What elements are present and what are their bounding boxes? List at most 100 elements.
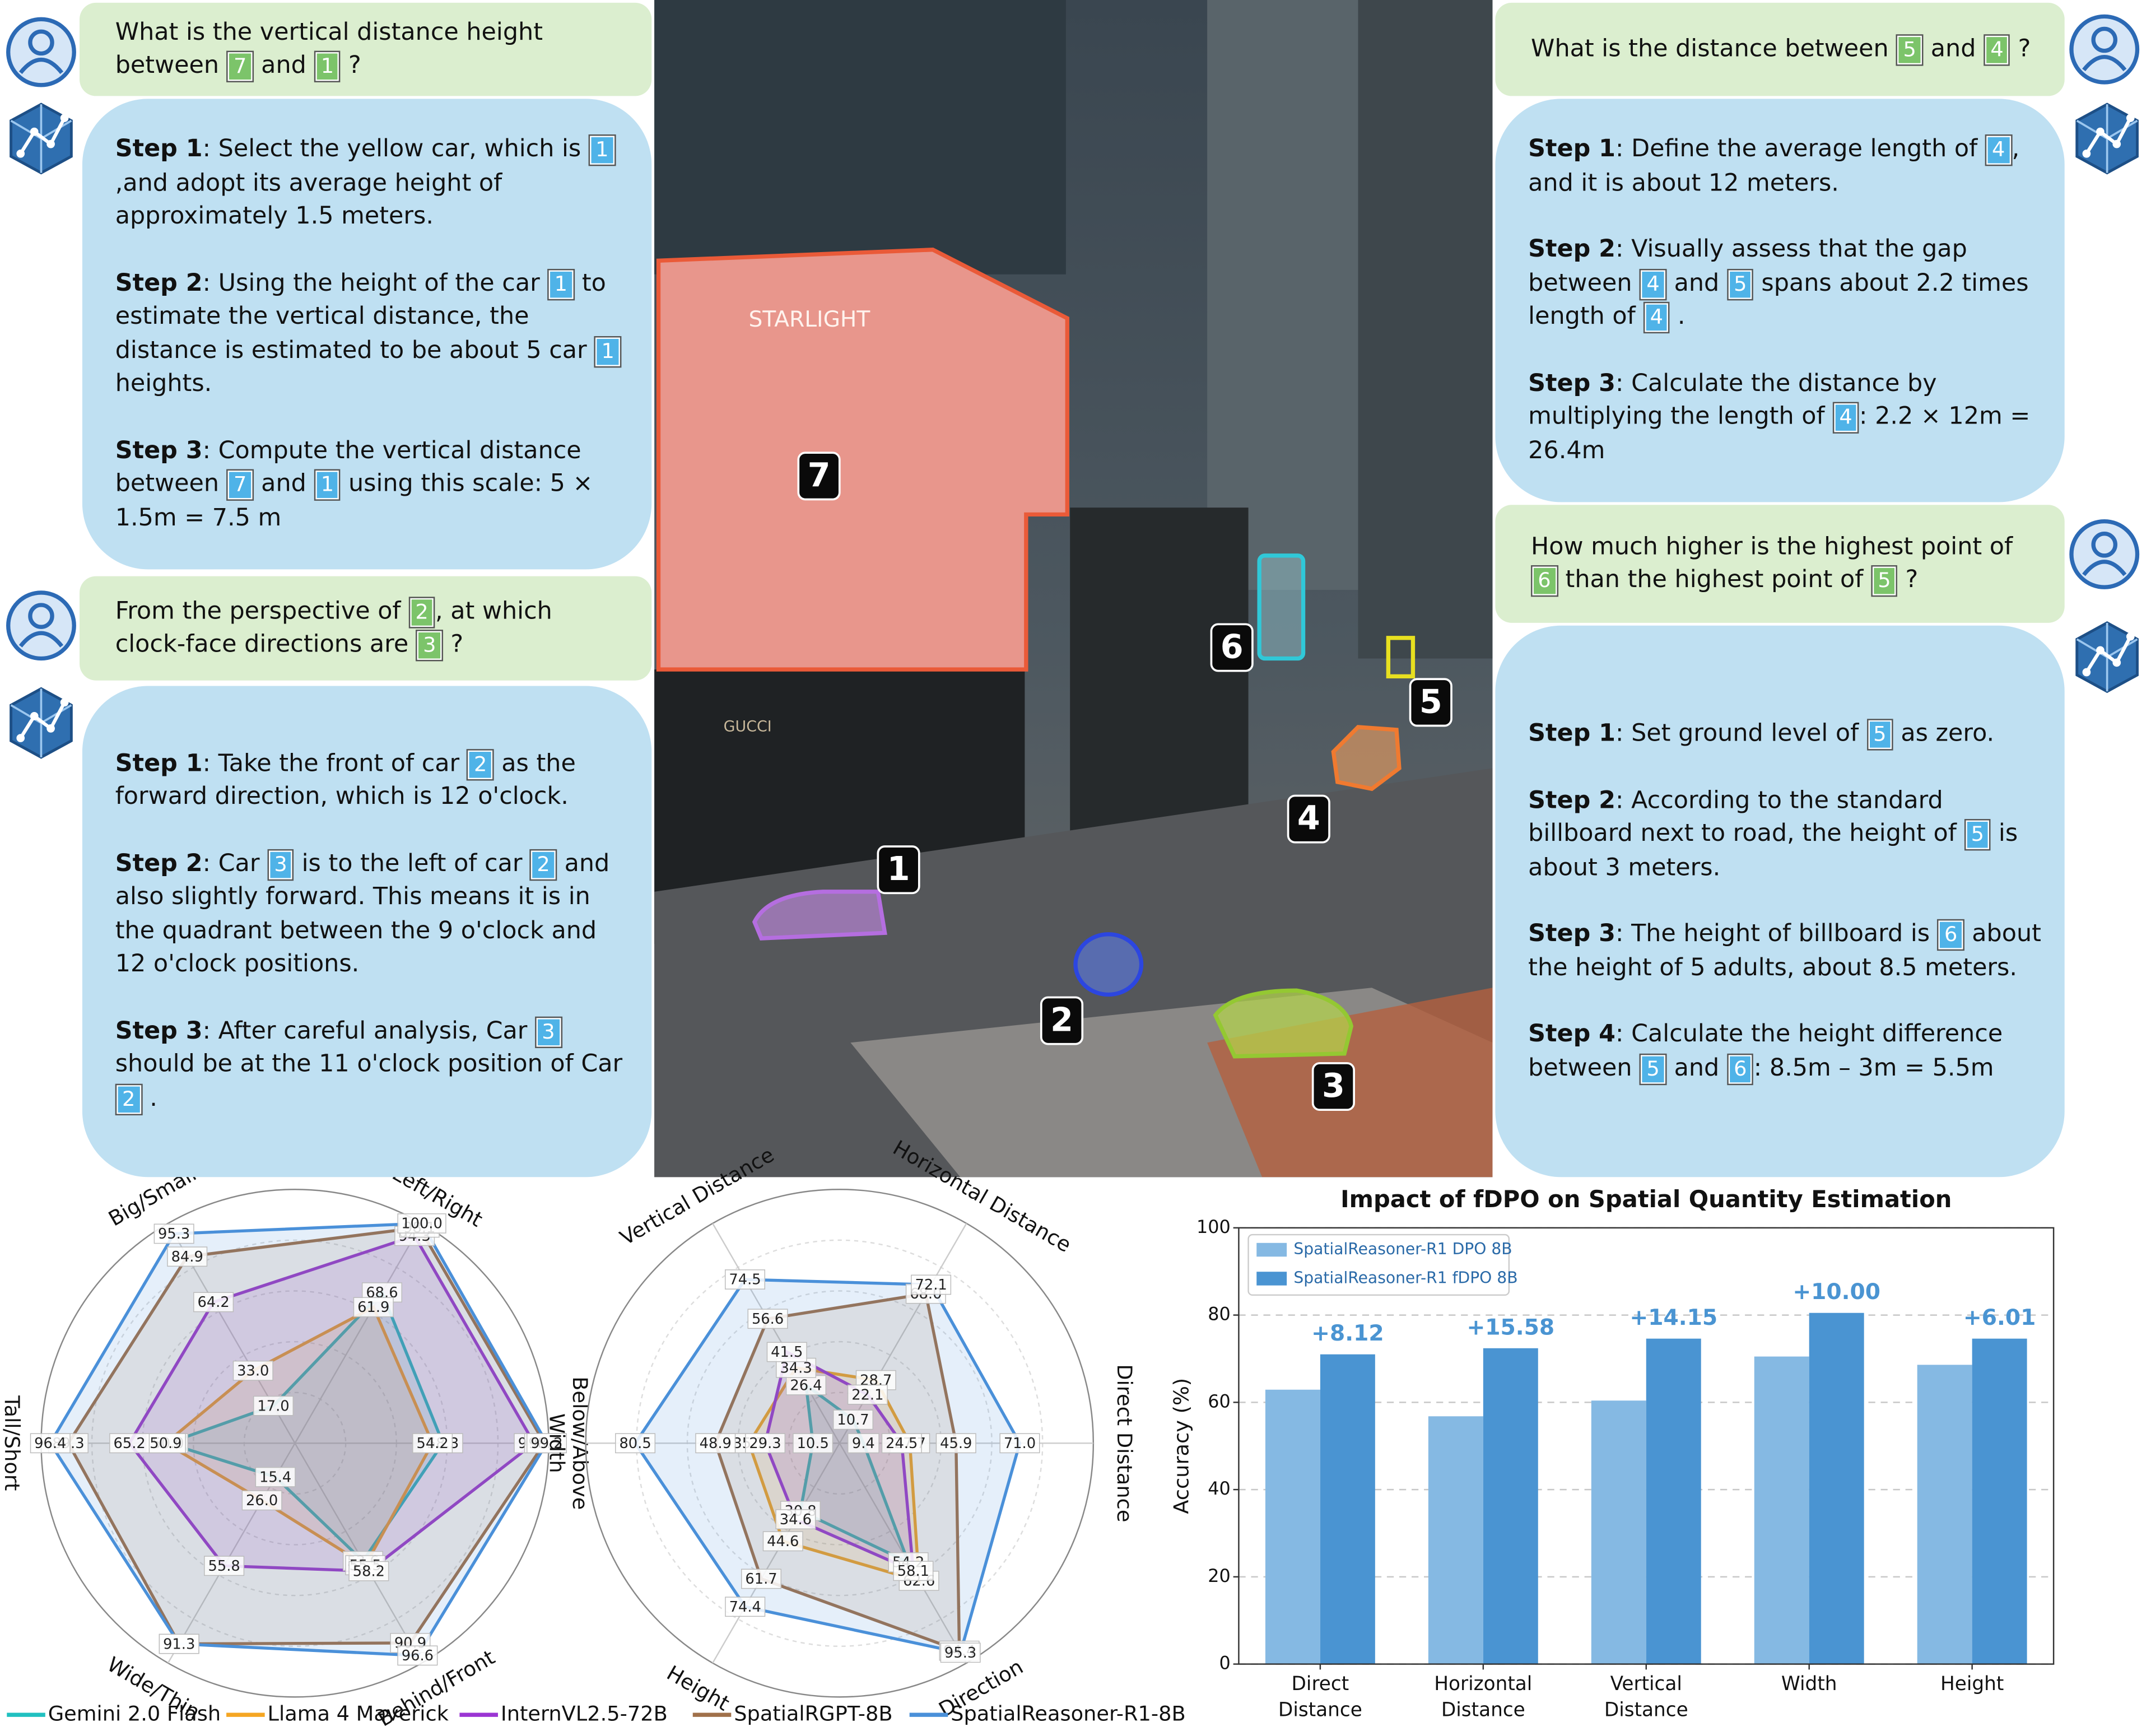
- value-label: 65.2: [114, 1435, 146, 1452]
- object-tag: 5: [1964, 819, 1991, 851]
- object-tag: 7: [226, 50, 254, 82]
- value-label-box: [204, 1556, 245, 1576]
- object-tag: 1: [594, 335, 622, 367]
- value-label-box: [847, 1384, 888, 1405]
- reasoning-step: Step 2: Using the height of the car 1 to…: [115, 267, 632, 401]
- question-text: What is the distance between 5 and 4 ?: [1531, 32, 2042, 66]
- value-label: 100.0: [401, 1216, 443, 1232]
- answer-bubble: Step 1: Take the front of car 2 as the f…: [82, 686, 652, 1177]
- question-text: From the perspective of 2, at which cloc…: [115, 595, 630, 662]
- user-icon: [2071, 16, 2138, 82]
- legend-label: Llama 4 Maverick: [268, 1702, 449, 1726]
- value-label: 10.7: [837, 1412, 869, 1428]
- question-bubble: From the perspective of 2, at which cloc…: [80, 576, 652, 681]
- legend-swatch: [1256, 1272, 1287, 1286]
- object-tag: 2: [467, 748, 494, 780]
- radar-spoke: [712, 1223, 840, 1444]
- legend-label: SpatialReasoner-R1 fDPO 8B: [1293, 1268, 1517, 1287]
- text-run: spans about 2.2 times length of: [1528, 269, 2029, 331]
- plot-frame: [1238, 1227, 2055, 1665]
- step-label: Step 3: [115, 437, 203, 464]
- value-label-box: [999, 1433, 1040, 1454]
- value-label: 29.3: [749, 1435, 781, 1452]
- question-bubble: What is the distance between 5 and 4 ?: [1495, 2, 2065, 96]
- model-icon: [2077, 623, 2138, 691]
- object-tag: 5: [1896, 34, 1924, 66]
- value-label-box: [741, 1569, 782, 1589]
- legend-label: SpatialRGPT-8B: [734, 1702, 892, 1726]
- text-run: and: [1923, 35, 1984, 63]
- value-label-box: [353, 1297, 394, 1318]
- y-tick-label: 0: [1219, 1653, 1230, 1674]
- legend-label: SpatialReasoner-R1 DPO 8B: [1293, 1240, 1512, 1258]
- value-label: 10.5: [797, 1435, 829, 1452]
- value-label: 15.4: [259, 1469, 291, 1486]
- x-tick-label: Direct Distance: [1278, 1673, 1362, 1722]
- radar-axis-label: Tall/Short: [0, 1395, 24, 1491]
- radar-axis-label: Direct Distance: [1112, 1364, 1137, 1522]
- value-label: 72.1: [915, 1277, 947, 1293]
- object-label-box: [797, 452, 841, 501]
- text-run: : Take the front of car: [202, 750, 467, 778]
- radar-spoke: [712, 1442, 840, 1664]
- step-label: Step 1: [1528, 136, 1616, 164]
- text-run: , and it is about 12 meters.: [1528, 136, 2020, 197]
- value-label: 96.6: [402, 1647, 434, 1664]
- text-run: : Visually assess that the gap between: [1528, 236, 1967, 297]
- text-run: : 2.2 × 12m = 26.4m: [1528, 403, 2031, 464]
- value-label: 96.4: [34, 1435, 66, 1452]
- value-label-box: [695, 1433, 736, 1454]
- object-tag: 7: [226, 469, 254, 501]
- text-run: about the height of 5 adults, about 8.5 …: [1528, 920, 2041, 982]
- value-label-box: [397, 1645, 438, 1666]
- value-label: 9.4: [852, 1435, 875, 1452]
- bar: [1265, 1389, 1320, 1664]
- value-label: 17.0: [257, 1398, 289, 1414]
- object-tag: 5: [1640, 1053, 1666, 1085]
- text-run: : The height of billboard is: [1615, 920, 1938, 948]
- object-tag: 1: [314, 469, 341, 501]
- value-label: 48.9: [700, 1435, 732, 1452]
- x-tick-label: Vertical Distance: [1604, 1673, 1688, 1722]
- object-tag: 5: [1726, 268, 1754, 300]
- text-run: : Compute the vertical distance between: [115, 437, 581, 498]
- user-icon: [2071, 522, 2138, 588]
- text-run: What is the distance between: [1531, 35, 1897, 63]
- text-run: ?: [1897, 566, 1919, 594]
- value-label: 26.0: [246, 1492, 278, 1509]
- value-label: 64.2: [197, 1294, 229, 1311]
- legend-box: [1247, 1234, 1510, 1296]
- bar: [1320, 1354, 1375, 1664]
- value-label: 41.5: [771, 1344, 803, 1361]
- y-axis-label: Accuracy (%): [1170, 1378, 1194, 1514]
- value-label: 44.6: [767, 1533, 799, 1550]
- text-run: ?: [443, 631, 464, 659]
- value-label-box: [833, 1409, 874, 1430]
- object-tag: 1: [547, 268, 575, 300]
- answer-bubble: Step 1: Define the average length of 4, …: [1495, 99, 2065, 502]
- object-label-box: [1287, 794, 1330, 844]
- object-label-box: [1040, 996, 1084, 1045]
- text-run: How much higher is the highest point of: [1531, 533, 2013, 561]
- reasoning-step: Step 1: Define the average length of 4, …: [1528, 133, 2045, 201]
- value-label: 56.6: [752, 1311, 784, 1328]
- text-run: : 8.5m – 3m = 5.5m: [1753, 1054, 1994, 1082]
- value-label: 84.9: [171, 1249, 203, 1265]
- value-label-box: [253, 1395, 294, 1416]
- object-tag: 4: [1643, 301, 1670, 334]
- value-label: 50.9: [150, 1435, 181, 1452]
- reasoning-step: Step 2: According to the standard billbo…: [1528, 784, 2045, 885]
- object-label-box: [1311, 1062, 1355, 1111]
- value-label: 80.5: [619, 1435, 651, 1452]
- improvement-annotation: +15.58: [1466, 1315, 1554, 1340]
- object-label: 4: [1297, 799, 1320, 837]
- object-label: 5: [1419, 682, 1442, 720]
- reasoning-step: Step 3: Compute the vertical distance be…: [115, 434, 632, 535]
- text-run: using this scale: 5 × 1.5m = 7.5 m: [115, 471, 593, 532]
- text-run: : Set ground level of: [1615, 720, 1866, 748]
- value-label-box: [232, 1360, 273, 1381]
- bar: [1591, 1400, 1646, 1664]
- y-tick-label: 100: [1196, 1216, 1231, 1237]
- text-run: : After careful analysis, Car: [202, 1017, 536, 1045]
